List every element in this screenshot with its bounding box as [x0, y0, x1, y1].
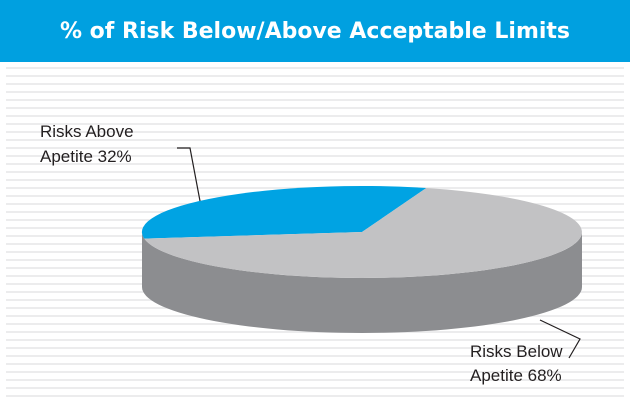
pie-side-wall — [142, 232, 582, 333]
label-below-line1: Risks Below — [470, 342, 563, 361]
leader-line-below — [539, 319, 581, 359]
label-below-line2: Apetite 68% — [470, 366, 562, 385]
chart-title: % of Risk Below/Above Acceptable Limits — [59, 18, 571, 44]
slice-risks-below — [144, 188, 582, 278]
label-above-line2: Apetite 32% — [40, 147, 132, 166]
label-above-line1: Risks Above — [40, 122, 134, 141]
leader-line-above — [177, 147, 201, 202]
chart-header: % of Risk Below/Above Acceptable Limits — [0, 0, 630, 62]
plot-area: Risks Above Apetite 32% Risks Below Apet… — [0, 62, 630, 410]
slice-risks-above — [141, 185, 427, 239]
pie-chart: Risks Above Apetite 32% Risks Below Apet… — [6, 67, 624, 397]
